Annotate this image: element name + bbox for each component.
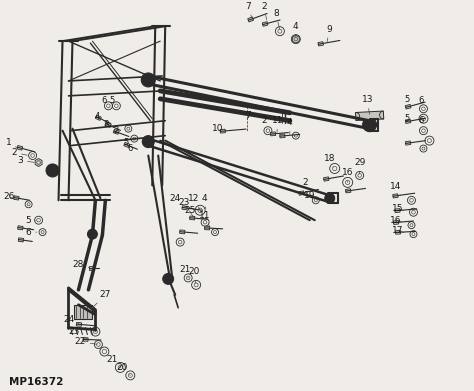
Text: 1: 1 xyxy=(6,138,18,148)
Text: 4: 4 xyxy=(95,112,100,121)
Polygon shape xyxy=(35,158,42,167)
Circle shape xyxy=(87,229,98,239)
Text: 6: 6 xyxy=(26,228,36,237)
Text: 12: 12 xyxy=(189,194,200,209)
Polygon shape xyxy=(393,194,398,198)
Text: 2: 2 xyxy=(261,2,267,20)
Text: 2: 2 xyxy=(302,178,308,191)
Polygon shape xyxy=(395,230,401,234)
Text: 6: 6 xyxy=(419,96,424,105)
Text: 7: 7 xyxy=(245,111,251,120)
Text: 5: 5 xyxy=(124,138,129,147)
FancyBboxPatch shape xyxy=(74,305,92,319)
Polygon shape xyxy=(393,221,399,224)
Text: 5: 5 xyxy=(405,114,410,123)
Text: 4: 4 xyxy=(287,118,292,134)
Text: 2: 2 xyxy=(114,126,119,135)
Text: 24: 24 xyxy=(63,315,79,324)
Text: 29: 29 xyxy=(354,158,365,174)
Polygon shape xyxy=(14,196,19,200)
Polygon shape xyxy=(205,226,210,230)
Text: 9: 9 xyxy=(327,25,333,42)
Polygon shape xyxy=(262,22,268,26)
Polygon shape xyxy=(182,206,187,210)
Text: 5: 5 xyxy=(110,96,115,105)
Text: 2: 2 xyxy=(261,116,267,129)
Text: 21: 21 xyxy=(180,265,191,278)
Text: 8: 8 xyxy=(104,120,109,129)
Text: 20: 20 xyxy=(117,363,130,375)
Text: 3: 3 xyxy=(18,156,34,165)
Polygon shape xyxy=(270,132,276,136)
Text: 16: 16 xyxy=(390,216,401,225)
Polygon shape xyxy=(395,209,400,213)
Text: 5: 5 xyxy=(26,216,36,225)
Polygon shape xyxy=(405,141,411,145)
Polygon shape xyxy=(299,191,304,195)
Circle shape xyxy=(325,193,335,203)
Text: 15: 15 xyxy=(392,204,403,213)
Polygon shape xyxy=(292,35,299,43)
Polygon shape xyxy=(113,129,119,135)
Text: 4: 4 xyxy=(201,194,207,209)
Text: 26: 26 xyxy=(3,192,16,201)
Text: 13: 13 xyxy=(362,95,374,114)
Circle shape xyxy=(46,164,59,177)
Text: 23: 23 xyxy=(69,327,87,339)
Text: 21: 21 xyxy=(107,355,120,368)
Text: 19: 19 xyxy=(304,191,316,200)
Circle shape xyxy=(163,273,173,284)
Text: 6: 6 xyxy=(419,116,424,125)
Text: 6: 6 xyxy=(128,144,133,153)
Polygon shape xyxy=(76,323,82,326)
Text: 7: 7 xyxy=(245,2,252,17)
Polygon shape xyxy=(356,111,384,120)
Text: MP16372: MP16372 xyxy=(9,377,63,387)
Text: 6: 6 xyxy=(102,96,107,105)
Text: 14: 14 xyxy=(390,182,401,195)
Polygon shape xyxy=(105,122,111,127)
Polygon shape xyxy=(220,129,226,133)
Text: 16: 16 xyxy=(342,168,354,182)
Text: 18: 18 xyxy=(324,154,336,167)
Polygon shape xyxy=(124,142,130,147)
Polygon shape xyxy=(405,104,411,109)
Polygon shape xyxy=(180,230,185,234)
Polygon shape xyxy=(17,145,23,150)
Text: 22: 22 xyxy=(75,337,97,346)
Polygon shape xyxy=(18,238,24,242)
Polygon shape xyxy=(95,115,101,120)
Polygon shape xyxy=(90,266,94,270)
Text: 20: 20 xyxy=(189,267,200,283)
Text: 11: 11 xyxy=(200,211,211,227)
Text: 8: 8 xyxy=(273,9,280,29)
Text: 5: 5 xyxy=(405,95,410,104)
Text: 27: 27 xyxy=(91,290,111,309)
Text: 24: 24 xyxy=(170,194,186,207)
Polygon shape xyxy=(324,177,329,181)
Polygon shape xyxy=(346,189,351,193)
Text: 11: 11 xyxy=(272,116,283,132)
Polygon shape xyxy=(248,17,254,22)
Polygon shape xyxy=(318,42,323,46)
Text: 25: 25 xyxy=(184,206,197,219)
Circle shape xyxy=(141,73,155,87)
Text: 4: 4 xyxy=(293,22,299,37)
Polygon shape xyxy=(280,134,285,138)
Polygon shape xyxy=(18,226,23,230)
Polygon shape xyxy=(83,338,88,341)
Polygon shape xyxy=(190,216,195,220)
Text: 23: 23 xyxy=(179,198,193,217)
Text: 28: 28 xyxy=(73,260,89,269)
Text: 10: 10 xyxy=(212,124,228,133)
Text: 17: 17 xyxy=(392,226,404,235)
Text: 2: 2 xyxy=(12,148,27,157)
Polygon shape xyxy=(405,119,411,124)
Circle shape xyxy=(142,136,154,147)
Circle shape xyxy=(363,118,376,132)
